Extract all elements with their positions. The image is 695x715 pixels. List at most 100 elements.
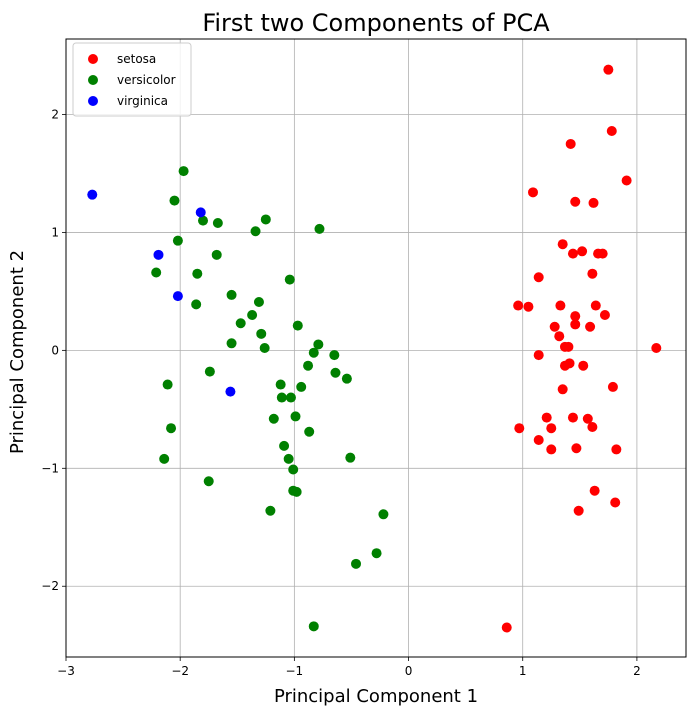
data-point-setosa	[549, 321, 560, 332]
data-point-versicolor	[260, 214, 271, 225]
data-point-versicolor	[256, 328, 267, 339]
data-point-setosa	[570, 196, 581, 207]
chart-title: First two Components of PCA	[202, 9, 550, 37]
data-point-versicolor	[283, 453, 294, 464]
data-point-setosa	[513, 300, 524, 311]
legend-entry-virginica: virginica	[88, 94, 168, 108]
x-axis-title: Principal Component 1	[274, 686, 478, 707]
data-point-setosa	[611, 444, 622, 455]
data-point-setosa	[570, 319, 581, 330]
legend-label-versicolor: versicolor	[117, 73, 176, 87]
data-point-setosa	[565, 138, 576, 149]
data-point-setosa	[610, 497, 621, 508]
data-point-versicolor	[292, 320, 303, 331]
data-point-setosa	[567, 248, 578, 259]
data-point-versicolor	[285, 392, 296, 403]
data-point-setosa	[577, 246, 588, 257]
data-point-versicolor	[291, 486, 302, 497]
data-point-versicolor	[151, 267, 162, 278]
data-points	[87, 64, 662, 633]
data-point-virginica	[87, 189, 98, 200]
x-tick-label: 2	[633, 664, 641, 678]
data-point-versicolor	[345, 452, 356, 463]
data-point-setosa	[571, 443, 582, 454]
data-point-versicolor	[313, 339, 324, 350]
data-point-versicolor	[308, 347, 319, 358]
data-point-setosa	[546, 423, 557, 434]
legend-marker-virginica	[88, 96, 98, 106]
data-point-setosa	[533, 272, 544, 283]
data-point-versicolor	[265, 505, 276, 516]
data-point-setosa	[557, 384, 568, 395]
y-tick-label: 0	[51, 343, 59, 357]
y-tick-label: 2	[51, 107, 59, 121]
data-point-versicolor	[329, 350, 340, 361]
data-point-versicolor	[169, 195, 180, 206]
data-point-setosa	[501, 622, 512, 633]
data-point-setosa	[557, 239, 568, 250]
data-point-setosa	[570, 311, 581, 322]
data-point-setosa	[599, 309, 610, 320]
plot-frame	[65, 38, 687, 658]
y-axis-title: Principal Component 2	[7, 250, 28, 454]
data-point-versicolor	[204, 366, 215, 377]
data-point-versicolor	[198, 215, 209, 226]
data-point-setosa	[606, 125, 617, 136]
x-tick-label: −1	[286, 664, 304, 678]
x-tick-label: 1	[519, 664, 527, 678]
data-point-virginica	[225, 386, 236, 397]
x-tick-label: 0	[405, 664, 413, 678]
legend-entry-setosa: setosa	[88, 52, 156, 66]
data-point-setosa	[554, 331, 565, 342]
data-point-setosa	[585, 321, 596, 332]
data-point-virginica	[153, 249, 164, 260]
data-point-versicolor	[378, 509, 389, 520]
data-point-setosa	[582, 413, 593, 424]
data-point-versicolor	[308, 621, 319, 632]
data-point-setosa	[541, 412, 552, 423]
data-point-setosa	[588, 197, 599, 208]
data-point-versicolor	[166, 423, 177, 434]
data-point-versicolor	[192, 268, 203, 279]
data-point-versicolor	[203, 476, 214, 487]
data-point-setosa	[587, 422, 598, 433]
data-point-setosa	[533, 434, 544, 445]
data-point-versicolor	[275, 379, 286, 390]
data-point-setosa	[514, 423, 525, 434]
data-point-versicolor	[172, 235, 183, 246]
data-point-setosa	[621, 175, 632, 186]
data-point-versicolor	[159, 453, 170, 464]
data-point-setosa	[567, 412, 578, 423]
data-point-setosa	[533, 350, 544, 361]
data-point-versicolor	[259, 343, 270, 353]
data-point-versicolor	[279, 440, 290, 451]
data-point-versicolor	[304, 426, 315, 437]
data-point-setosa	[587, 268, 598, 279]
data-point-setosa	[597, 248, 608, 259]
data-point-versicolor	[226, 289, 237, 300]
data-point-versicolor	[250, 226, 261, 237]
legend-marker-setosa	[88, 54, 98, 64]
legend-marker-versicolor	[88, 75, 98, 85]
data-point-setosa	[603, 64, 614, 75]
axis-ticks: −3 −2 −1 0 1 2 −2 −1 0 1 2	[41, 107, 640, 678]
data-point-versicolor	[235, 318, 246, 329]
data-point-versicolor	[211, 249, 222, 260]
data-point-versicolor	[247, 309, 258, 320]
data-point-setosa	[527, 187, 538, 198]
data-point-setosa	[589, 485, 600, 496]
data-point-versicolor	[253, 297, 264, 308]
data-point-setosa	[559, 360, 570, 371]
legend-label-setosa: setosa	[117, 52, 156, 66]
data-point-setosa	[563, 341, 574, 352]
data-point-versicolor	[191, 299, 202, 310]
data-point-setosa	[573, 505, 584, 516]
data-point-setosa	[590, 300, 601, 311]
data-point-versicolor	[351, 558, 362, 569]
data-point-versicolor	[226, 338, 237, 349]
legend-label-virginica: virginica	[117, 94, 168, 108]
grid-lines	[65, 39, 686, 657]
data-point-virginica	[172, 291, 183, 302]
legend: setosa versicolor virginica	[72, 42, 192, 117]
